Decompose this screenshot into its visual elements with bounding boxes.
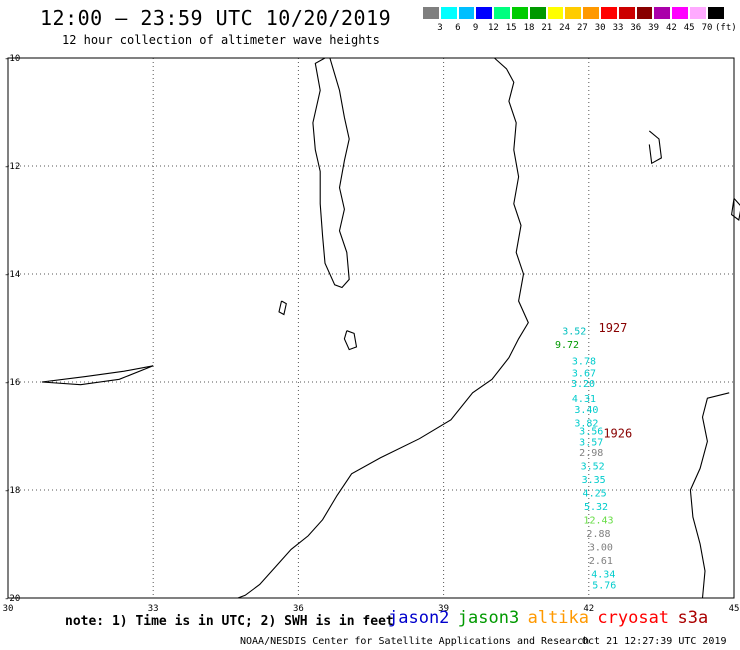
color-scale-labels: 3 6 9 12 15 18 21 24 27 30 33 36 39 42 45 70 bbox=[422, 23, 740, 35]
comoros-grande bbox=[648, 130, 662, 165]
scale-swatch bbox=[653, 6, 672, 20]
wave-height-value: 2.88 bbox=[586, 529, 610, 540]
scale-swatch bbox=[546, 6, 565, 20]
wave-height-value: 3.82 bbox=[574, 419, 598, 430]
scale-label: 42 bbox=[665, 23, 677, 33]
wave-height-value: 4.34 bbox=[591, 570, 615, 581]
map-gridlines bbox=[8, 58, 734, 598]
wave-height-value: 2.61 bbox=[589, 556, 613, 567]
y-tick-label: -10 bbox=[4, 54, 20, 64]
scale-label: 18 bbox=[523, 23, 535, 33]
y-tick-label: -12 bbox=[4, 162, 20, 172]
wave-height-observations: 3.52 9.72 3.783.673.20 4.313.40 3.823.563.57… bbox=[555, 327, 616, 592]
wave-height-value: 4.25 bbox=[583, 489, 607, 500]
scale-swatch bbox=[617, 6, 636, 20]
coastline bbox=[41, 57, 740, 599]
wave-height-value: 2.98 bbox=[579, 448, 603, 459]
map-frame bbox=[7, 57, 735, 599]
lake-kariba bbox=[41, 365, 154, 386]
lake-malombe bbox=[278, 300, 287, 316]
legend-jason3: jason3 bbox=[457, 608, 520, 628]
scale-label: 30 bbox=[594, 23, 606, 33]
y-tick-label: -20 bbox=[4, 594, 20, 604]
wave-height-value: 4.31 bbox=[572, 394, 596, 405]
axis-ticks: 30 33 36 39 42 45 -10 -12 -14 -16 -18 -20 bbox=[3, 54, 740, 614]
y-tick-label: -16 bbox=[4, 378, 20, 388]
scale-label: 33 bbox=[612, 23, 624, 33]
wave-height-value: 3.52 bbox=[581, 462, 605, 473]
mayotte bbox=[731, 198, 740, 221]
wave-height-value: 3.56 bbox=[579, 427, 603, 438]
scale-swatch bbox=[457, 6, 476, 20]
footer-note: note: 1) Time is in UTC; 2) SWH is in fe… bbox=[65, 614, 394, 629]
scale-label: 24 bbox=[559, 23, 571, 33]
track-label: 1926 bbox=[603, 426, 632, 440]
wave-height-value: 5.32 bbox=[584, 502, 608, 513]
scale-swatch bbox=[582, 6, 600, 20]
scale-swatch bbox=[671, 6, 689, 20]
mozambique-coast bbox=[237, 57, 529, 599]
x-tick-label: 30 bbox=[3, 604, 14, 614]
page-subtitle: 12 hour collection of altimeter wave hei… bbox=[62, 33, 380, 47]
scale-label: 27 bbox=[576, 23, 588, 33]
scale-swatch bbox=[475, 6, 494, 20]
scale-label: 39 bbox=[648, 23, 660, 33]
wave-height-value: 9.72 bbox=[555, 340, 579, 351]
wave-height-value: 3.00 bbox=[589, 543, 613, 554]
scale-swatch bbox=[688, 6, 707, 20]
satellite-tracks: 1927 1926 bbox=[598, 321, 632, 440]
scale-label: 70 bbox=[701, 23, 713, 33]
lake-malawi bbox=[312, 57, 350, 289]
x-tick-label: 39 bbox=[438, 604, 449, 614]
scale-label: 9 bbox=[472, 23, 479, 33]
scale-swatch bbox=[439, 6, 458, 20]
wave-height-value: 3.52 bbox=[562, 327, 586, 338]
scale-swatch bbox=[706, 6, 725, 20]
color-scale bbox=[422, 6, 725, 20]
scale-swatch bbox=[635, 6, 654, 20]
page-title: 12:00 – 23:59 UTC 10/20/2019 bbox=[40, 6, 392, 30]
wave-height-value: 3.57 bbox=[579, 437, 603, 448]
wave-height-value: 3.20 bbox=[571, 379, 595, 390]
track-label: 1927 bbox=[598, 321, 627, 335]
scale-label: 45 bbox=[683, 23, 695, 33]
scale-swatch bbox=[528, 6, 547, 20]
scale-unit: (ft) bbox=[715, 23, 737, 33]
legend-cryosat: cryosat bbox=[597, 608, 670, 628]
scale-label: 12 bbox=[487, 23, 499, 33]
footer-timestamp: Oct 21 12:27:39 UTC 2019 bbox=[582, 636, 727, 647]
madagascar-coast bbox=[689, 392, 730, 599]
wave-height-value: 3.78 bbox=[572, 356, 596, 367]
wave-height-value: 12.43 bbox=[583, 516, 613, 527]
scale-swatch bbox=[422, 6, 440, 20]
scale-swatch bbox=[493, 6, 511, 20]
x-tick-label: 42 bbox=[583, 604, 594, 614]
x-tick-label: 33 bbox=[148, 604, 159, 614]
scale-label: 3 bbox=[437, 23, 443, 33]
footer-credit: NOAA/NESDIS Center for Satellite Applica… bbox=[240, 636, 590, 647]
scale-label: 21 bbox=[541, 23, 553, 33]
x-tick-label: 45 bbox=[729, 604, 740, 614]
scale-swatch bbox=[599, 6, 618, 20]
y-tick-label: -14 bbox=[4, 270, 20, 280]
wave-height-value: 3.35 bbox=[582, 475, 606, 486]
wave-height-value: 3.67 bbox=[572, 368, 596, 379]
scale-label: 36 bbox=[630, 23, 642, 33]
scale-swatch bbox=[510, 6, 529, 20]
legend-altika: altika bbox=[527, 608, 590, 628]
scale-swatch bbox=[564, 6, 583, 20]
y-tick-label: -18 bbox=[4, 486, 20, 496]
scale-label: 15 bbox=[505, 23, 517, 33]
legend-jason2: jason2 bbox=[388, 608, 450, 628]
lake-chilwa bbox=[343, 330, 358, 351]
wave-height-value: 5.76 bbox=[592, 581, 616, 592]
wave-height-value: 3.40 bbox=[574, 405, 598, 416]
scale-label: 6 bbox=[455, 23, 461, 33]
legend-s3a: s3a bbox=[677, 608, 709, 628]
x-tick-label: 36 bbox=[293, 604, 304, 614]
